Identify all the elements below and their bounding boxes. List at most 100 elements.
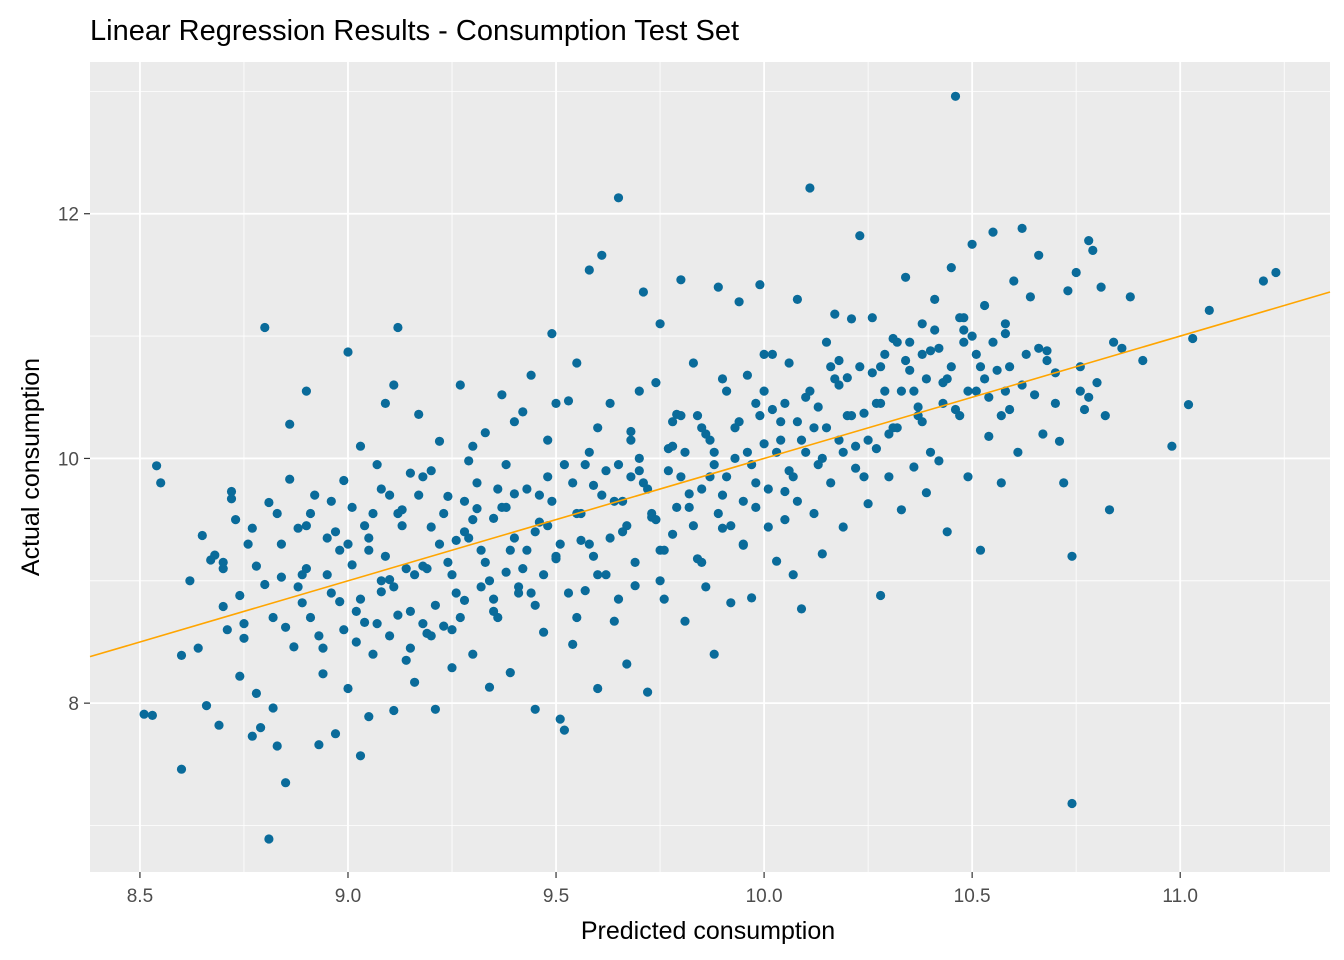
- data-point: [1188, 333, 1198, 344]
- data-point: [1038, 429, 1048, 439]
- data-points: [139, 91, 1281, 844]
- data-point: [547, 329, 557, 339]
- data-point: [701, 429, 711, 439]
- data-point: [1021, 349, 1031, 359]
- data-point: [472, 504, 482, 514]
- data-point: [917, 417, 927, 427]
- data-point: [530, 600, 540, 610]
- data-point: [692, 411, 703, 421]
- data-point: [235, 671, 245, 681]
- data-point: [330, 527, 341, 537]
- data-point: [364, 533, 374, 543]
- data-point: [672, 502, 682, 512]
- data-point: [776, 417, 786, 427]
- data-point: [668, 441, 678, 451]
- data-point: [260, 322, 270, 333]
- data-point: [176, 650, 187, 661]
- data-point: [680, 447, 690, 457]
- data-point: [539, 570, 549, 580]
- data-point: [276, 539, 286, 549]
- data-point: [676, 275, 686, 285]
- data-point: [917, 319, 927, 329]
- data-point: [1071, 267, 1081, 278]
- data-point: [468, 441, 478, 451]
- data-point: [817, 549, 827, 559]
- data-point: [842, 373, 852, 383]
- data-point: [1271, 267, 1281, 278]
- data-point: [414, 409, 424, 419]
- data-point: [305, 612, 316, 623]
- data-point: [605, 533, 615, 543]
- data-point: [426, 466, 436, 476]
- data-point: [859, 408, 869, 418]
- data-point: [984, 431, 994, 441]
- data-point: [975, 545, 986, 555]
- data-point: [218, 601, 228, 612]
- data-point: [447, 625, 457, 635]
- data-point: [1034, 343, 1044, 353]
- data-point: [489, 606, 499, 617]
- data-point: [364, 545, 374, 555]
- data-point: [360, 521, 370, 531]
- data-point: [451, 535, 461, 546]
- data-point: [751, 398, 761, 408]
- data-point: [430, 704, 440, 714]
- data-point: [201, 701, 212, 711]
- data-point: [963, 472, 973, 482]
- data-point: [826, 478, 836, 488]
- data-point: [247, 523, 257, 533]
- data-point: [1075, 386, 1085, 396]
- data-point: [547, 496, 557, 506]
- data-point: [514, 582, 524, 592]
- data-point: [251, 688, 261, 699]
- data-point: [489, 513, 499, 524]
- data-point: [1054, 436, 1065, 446]
- data-point: [497, 390, 507, 400]
- data-point: [834, 380, 844, 390]
- data-point: [780, 398, 790, 408]
- data-point: [472, 478, 482, 488]
- data-point: [401, 564, 411, 574]
- data-point: [559, 460, 570, 470]
- data-point: [484, 576, 495, 586]
- data-point: [389, 582, 399, 592]
- data-point: [676, 411, 686, 421]
- data-point: [414, 490, 424, 500]
- data-point: [996, 411, 1006, 421]
- data-point: [834, 355, 844, 366]
- data-point: [526, 370, 536, 380]
- data-point: [364, 712, 374, 722]
- data-point: [389, 380, 399, 390]
- data-point: [859, 472, 869, 482]
- data-point: [909, 462, 919, 472]
- data-point: [555, 714, 565, 724]
- data-point: [980, 374, 990, 384]
- data-point: [747, 593, 757, 603]
- x-axis-title: Predicted consumption: [581, 917, 835, 945]
- data-point: [780, 486, 790, 497]
- data-point: [455, 612, 465, 623]
- data-point: [572, 612, 582, 623]
- data-point: [418, 619, 428, 629]
- data-point: [247, 731, 257, 741]
- data-point: [788, 570, 798, 580]
- data-point: [343, 347, 353, 357]
- data-point: [796, 435, 807, 445]
- data-point: [684, 502, 694, 512]
- data-point: [930, 325, 940, 335]
- data-point: [1096, 282, 1106, 292]
- data-point: [905, 337, 915, 347]
- data-point: [385, 490, 395, 500]
- data-point: [1059, 478, 1069, 488]
- data-point: [447, 663, 457, 673]
- data-point: [256, 723, 266, 733]
- data-point: [231, 515, 241, 525]
- data-point: [368, 649, 378, 659]
- data-point: [613, 193, 624, 203]
- data-point: [476, 582, 486, 592]
- data-point: [755, 280, 765, 290]
- data-point: [730, 453, 740, 463]
- data-point: [805, 183, 815, 193]
- data-point: [410, 570, 420, 580]
- data-point: [996, 478, 1006, 488]
